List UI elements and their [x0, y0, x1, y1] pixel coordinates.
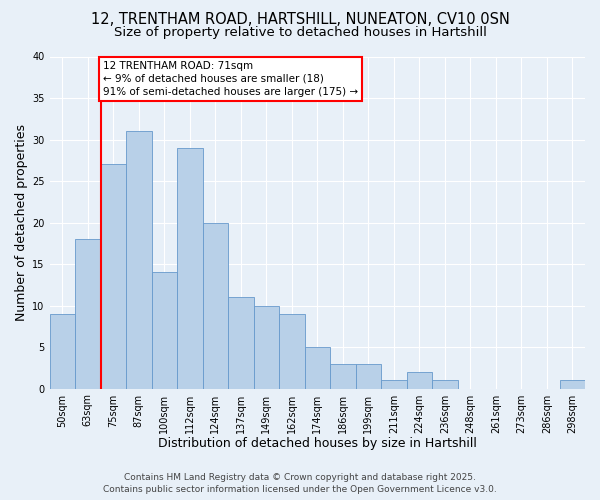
- Bar: [177, 148, 203, 388]
- Text: Contains HM Land Registry data © Crown copyright and database right 2025.
Contai: Contains HM Land Registry data © Crown c…: [103, 472, 497, 494]
- Bar: [101, 164, 126, 388]
- Bar: [203, 222, 228, 388]
- Bar: [560, 380, 585, 388]
- Bar: [152, 272, 177, 388]
- Bar: [381, 380, 407, 388]
- Bar: [228, 298, 254, 388]
- Bar: [75, 239, 101, 388]
- Bar: [356, 364, 381, 388]
- Text: 12 TRENTHAM ROAD: 71sqm
← 9% of detached houses are smaller (18)
91% of semi-det: 12 TRENTHAM ROAD: 71sqm ← 9% of detached…: [103, 60, 358, 97]
- Bar: [254, 306, 279, 388]
- Text: 12, TRENTHAM ROAD, HARTSHILL, NUNEATON, CV10 0SN: 12, TRENTHAM ROAD, HARTSHILL, NUNEATON, …: [91, 12, 509, 28]
- Bar: [432, 380, 458, 388]
- Bar: [407, 372, 432, 388]
- X-axis label: Distribution of detached houses by size in Hartshill: Distribution of detached houses by size …: [158, 437, 477, 450]
- Bar: [279, 314, 305, 388]
- Text: Size of property relative to detached houses in Hartshill: Size of property relative to detached ho…: [113, 26, 487, 39]
- Bar: [50, 314, 75, 388]
- Bar: [305, 347, 330, 389]
- Bar: [126, 131, 152, 388]
- Y-axis label: Number of detached properties: Number of detached properties: [15, 124, 28, 321]
- Bar: [330, 364, 356, 388]
